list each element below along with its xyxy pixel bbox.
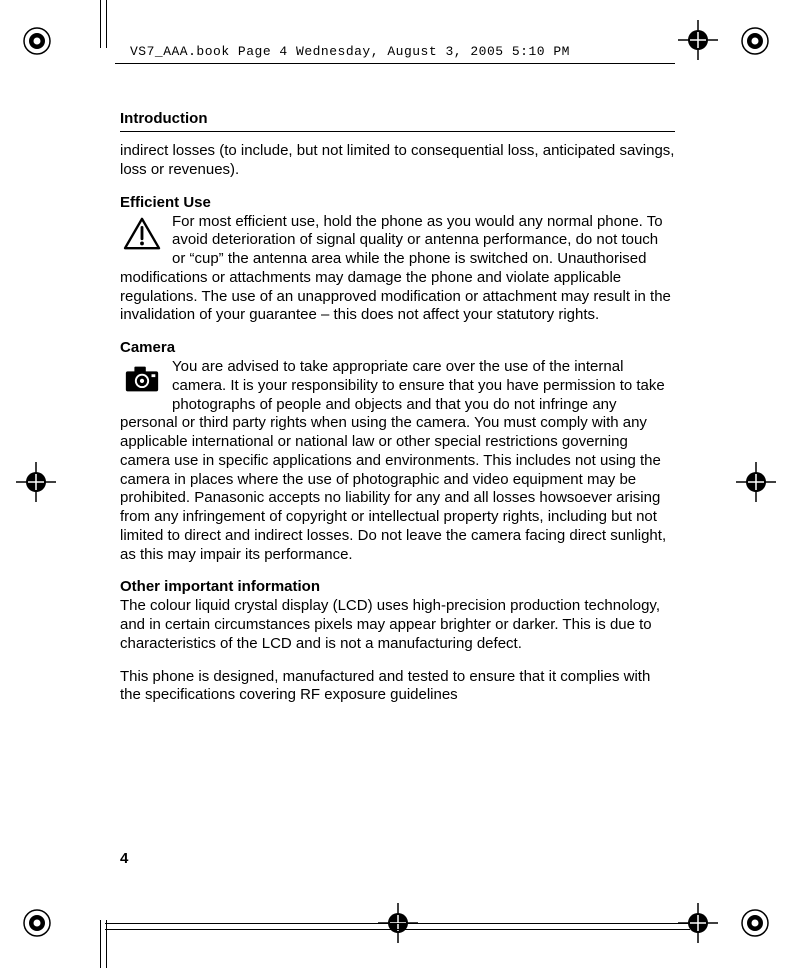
- paragraph-lcd: The colour liquid crystal display (LCD) …: [120, 597, 675, 653]
- block-efficient-use: For most efficient use, hold the phone a…: [120, 213, 675, 326]
- crosshair-mark-icon: [678, 20, 718, 60]
- registration-mark-icon: [740, 908, 770, 938]
- subheading-efficient-use: Efficient Use: [120, 194, 675, 211]
- page-number: 4: [120, 850, 128, 867]
- crosshair-mark-icon: [16, 462, 56, 502]
- framemaker-header: VS7_AAA.book Page 4 Wednesday, August 3,…: [130, 44, 570, 59]
- crop-line: [106, 0, 107, 48]
- section-title: Introduction: [120, 110, 675, 132]
- crop-line: [106, 920, 107, 968]
- warning-triangle-icon: [120, 215, 164, 253]
- paragraph-camera: You are advised to take appropriate care…: [120, 358, 666, 563]
- header-rule: [115, 63, 675, 64]
- paragraph-rf-exposure: This phone is designed, manufactured and…: [120, 668, 675, 706]
- paragraph-indirect-losses: indirect losses (to include, but not lim…: [120, 142, 675, 180]
- crop-line: [105, 929, 690, 930]
- page-content: Introduction indirect losses (to include…: [120, 110, 675, 719]
- crop-line: [105, 923, 690, 924]
- registration-mark-icon: [740, 26, 770, 56]
- block-camera: You are advised to take appropriate care…: [120, 358, 675, 564]
- registration-mark-icon: [22, 908, 52, 938]
- camera-icon: [120, 360, 164, 398]
- subheading-other-info: Other important information: [120, 578, 675, 595]
- subheading-camera: Camera: [120, 339, 675, 356]
- crop-line: [100, 0, 101, 48]
- crop-line: [100, 920, 101, 968]
- crosshair-mark-icon: [736, 462, 776, 502]
- registration-mark-icon: [22, 26, 52, 56]
- paragraph-efficient-use: For most efficient use, hold the phone a…: [120, 213, 671, 324]
